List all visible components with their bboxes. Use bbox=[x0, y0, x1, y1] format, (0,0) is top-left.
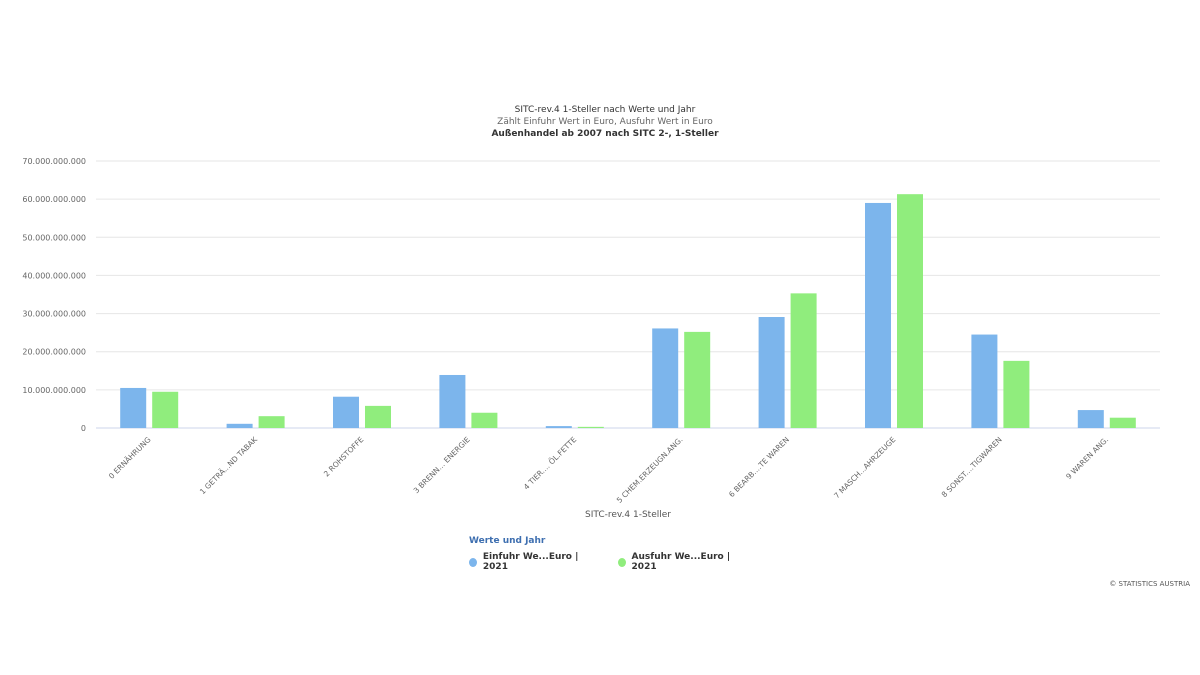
y-tick-label: 0 bbox=[81, 424, 86, 433]
chart-titles: SITC-rev.4 1-Steller nach Werte und Jahr… bbox=[0, 104, 1200, 140]
x-tick-label: 6 BEARB....TE WAREN bbox=[727, 435, 791, 499]
y-tick-label: 50.000.000.000 bbox=[22, 233, 86, 242]
bar-ausfuhr bbox=[897, 194, 923, 428]
legend-marker-ausfuhr bbox=[617, 557, 626, 567]
x-tick-label: 1 GETRÄ...ND TABAK bbox=[198, 434, 260, 496]
chart-subtitle-2: Außenhandel ab 2007 nach SITC 2-, 1-Stel… bbox=[491, 129, 719, 139]
credit-text[interactable]: © STATISTICS AUSTRIA bbox=[1109, 580, 1190, 588]
x-axis-title: SITC-rev.4 1-Steller bbox=[585, 510, 671, 520]
y-tick-label: 70.000.000.000 bbox=[22, 157, 86, 166]
y-tick-label: 20.000.000.000 bbox=[22, 348, 86, 357]
bar-ausfuhr bbox=[152, 391, 179, 428]
legend-item-einfuhr[interactable]: Einfuhr We...Euro | 2021 bbox=[469, 552, 592, 572]
legend: Werte und Jahr Einfuhr We...Euro | 2021 … bbox=[469, 536, 769, 572]
y-tick-label: 30.000.000.000 bbox=[22, 310, 86, 319]
y-tick-label: 10.000.000.000 bbox=[22, 386, 86, 395]
legend-item-ausfuhr[interactable]: Ausfuhr We...Euro | 2021 bbox=[617, 552, 743, 572]
bar-einfuhr bbox=[758, 317, 785, 428]
bar-ausfuhr bbox=[1109, 417, 1136, 428]
legend-label-ausfuhr: Ausfuhr We...Euro | 2021 bbox=[631, 552, 731, 572]
x-tick-label: 9 WAREN ANG. bbox=[1064, 435, 1110, 481]
bar-ausfuhr bbox=[258, 416, 285, 428]
x-tick-label: 2 ROHSTOFFE bbox=[322, 435, 366, 479]
legend-marker-einfuhr bbox=[469, 557, 477, 567]
x-tick-label: 8 SONST....TIGWAREN bbox=[940, 435, 1004, 499]
x-tick-label: 0 ERNÄHRUNG bbox=[107, 435, 153, 481]
bar-ausfuhr bbox=[790, 293, 817, 428]
bar-einfuhr bbox=[652, 328, 679, 428]
bar-ausfuhr bbox=[577, 426, 604, 428]
bar-einfuhr bbox=[226, 423, 253, 428]
y-tick-label: 60.000.000.000 bbox=[22, 195, 86, 204]
bar-ausfuhr bbox=[471, 412, 498, 428]
x-tick-label: 5 CHEM.ERZEUGN.ANG. bbox=[615, 435, 685, 505]
bar-einfuhr bbox=[1077, 410, 1104, 428]
bar-ausfuhr bbox=[365, 405, 391, 428]
bar-einfuhr bbox=[865, 202, 891, 428]
chart-title: SITC-rev.4 1-Steller nach Werte und Jahr bbox=[514, 105, 696, 115]
y-tick-label: 40.000.000.000 bbox=[22, 271, 86, 280]
bar-einfuhr bbox=[333, 396, 359, 428]
bar-ausfuhr bbox=[1003, 360, 1030, 428]
legend-title: Werte und Jahr bbox=[469, 536, 546, 546]
bar-einfuhr bbox=[120, 387, 147, 428]
chart-subtitle: Zählt Einfuhr Wert in Euro, Ausfuhr Wert… bbox=[497, 117, 713, 127]
bar-einfuhr bbox=[545, 426, 572, 428]
legend-label-einfuhr: Einfuhr We...Euro | 2021 bbox=[482, 552, 579, 572]
bar-einfuhr bbox=[439, 374, 466, 428]
x-tick-label: 3 BRENN... ENERGIE bbox=[412, 435, 472, 495]
bar-ausfuhr bbox=[684, 331, 711, 428]
bar-einfuhr bbox=[971, 334, 998, 428]
x-tick-label: 4 TIER.... ÖL.FETTE bbox=[522, 435, 579, 492]
x-tick-label: 7 MASCH...AHRZEUGE bbox=[832, 435, 897, 500]
